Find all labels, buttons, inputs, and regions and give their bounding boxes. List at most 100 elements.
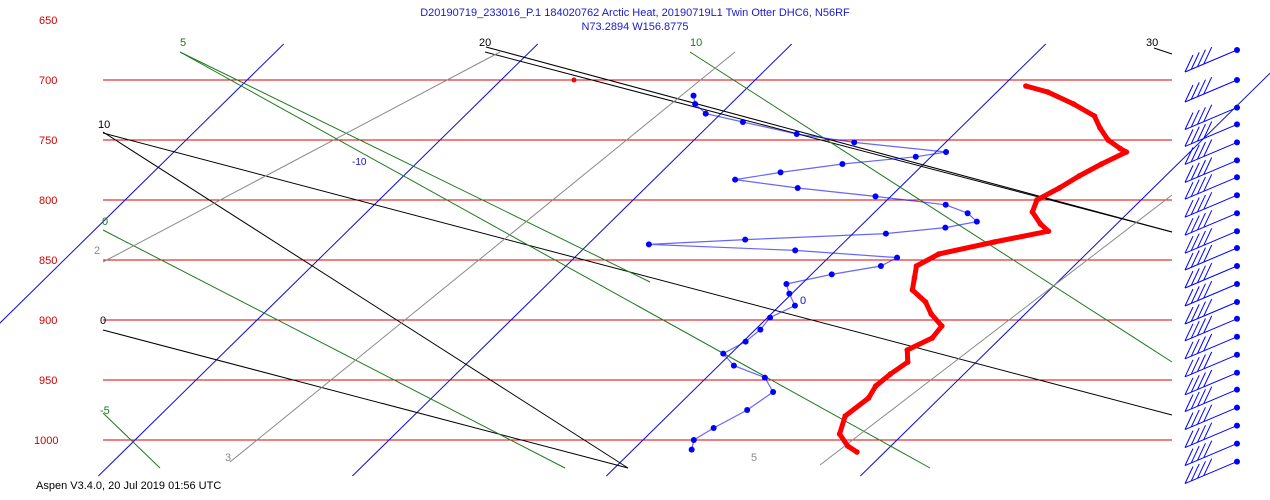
wind-barb-feather xyxy=(1190,215,1200,233)
wind-barb xyxy=(1184,157,1240,183)
temperature-trace xyxy=(571,77,1130,455)
dewpoint-point xyxy=(877,263,884,269)
dewpoint-point xyxy=(783,281,790,287)
wind-barb-feather xyxy=(1197,247,1206,265)
temperature-point xyxy=(872,383,879,389)
dry-adiabat-label-20: 20 xyxy=(479,37,491,49)
wind-barb xyxy=(1184,262,1240,289)
wind-barb-feather xyxy=(1203,404,1213,422)
wind-barb-feather xyxy=(1184,252,1194,271)
temperature-point xyxy=(1045,228,1052,234)
wind-barb-feather xyxy=(1190,109,1200,128)
dewpoint-point xyxy=(851,139,858,146)
temperature-point xyxy=(887,371,894,377)
moist-adiabat-line xyxy=(689,51,1173,363)
dewpoint-point xyxy=(912,153,919,160)
wind-barb xyxy=(1184,422,1240,449)
dewpoint-point xyxy=(720,350,727,357)
temperature-point xyxy=(1070,101,1077,107)
dry-adiabat-line xyxy=(102,131,629,469)
wind-barb-staff xyxy=(1184,141,1238,165)
temperature-point xyxy=(571,77,577,83)
dry-adiabat-label-0: 0 xyxy=(100,315,106,327)
moist-adiabat-label-5: 5 xyxy=(180,37,186,49)
temperature-point xyxy=(1091,113,1098,119)
wind-barb-feather xyxy=(1203,210,1213,228)
dewpoint-point xyxy=(777,169,784,176)
dewpoint-point xyxy=(688,446,695,453)
wind-barb-feather xyxy=(1203,369,1213,388)
temperature-point xyxy=(1076,173,1082,179)
mixing-ratio-label-3: 3 xyxy=(225,452,231,464)
dewpoint-point xyxy=(742,338,749,345)
grid-labels: 650 700 750 800 850 900 950 1000 -10 0 20 30 10 0 5 10 0… xyxy=(34,15,1158,464)
wind-barb-feather xyxy=(1184,341,1194,360)
wind-barb-feather xyxy=(1184,306,1194,325)
dewpoint-point xyxy=(943,149,950,155)
wind-barb-feather xyxy=(1203,228,1213,246)
wind-barb-staff xyxy=(1184,49,1238,73)
dry-adiabat-line xyxy=(485,46,1173,233)
wind-barb-feather xyxy=(1203,386,1213,404)
wind-barb-feather xyxy=(1190,52,1200,70)
wind-barb-feather xyxy=(1184,54,1194,73)
wind-barb-feather xyxy=(1190,268,1200,286)
dewpoint-point xyxy=(690,92,697,99)
wind-barb-feather xyxy=(1197,354,1206,372)
wind-barb-feather xyxy=(1203,422,1213,440)
wind-barb-feather xyxy=(1203,458,1213,476)
wind-barb-feather xyxy=(1190,304,1200,322)
wind-barb-feather xyxy=(1184,235,1194,254)
wind-barb-feather xyxy=(1197,407,1206,425)
dewpoint-point xyxy=(761,374,768,381)
wind-barb-feather xyxy=(1203,46,1213,65)
wind-barb-feather xyxy=(1190,356,1200,375)
pressure-label-750: 750 xyxy=(39,135,57,147)
moist-adiabat-label-10: 10 xyxy=(690,37,702,49)
temperature-point xyxy=(1034,197,1040,203)
wind-barb xyxy=(1184,139,1240,165)
wind-barb-feather xyxy=(1190,250,1200,268)
temperature-point xyxy=(1117,145,1123,152)
dewpoint-point xyxy=(730,362,737,369)
wind-barb-feather xyxy=(1190,463,1200,482)
isotherm-line xyxy=(860,72,1270,477)
wind-barb xyxy=(1184,121,1240,147)
wind-barb-feather xyxy=(1197,176,1206,195)
temperature-point xyxy=(865,395,872,401)
dewpoint-point xyxy=(792,247,799,254)
wind-barb-feather xyxy=(1203,157,1213,175)
temperature-point xyxy=(939,323,945,329)
dry-adiabat-label-30: 30 xyxy=(1146,37,1158,49)
wind-barb-feather xyxy=(1197,123,1206,142)
wind-barb xyxy=(1184,315,1240,342)
wind-barb-feather xyxy=(1197,389,1206,407)
wind-barb-feather xyxy=(1197,318,1206,336)
dewpoint-point xyxy=(645,241,652,248)
wind-barb-feather xyxy=(1184,165,1194,183)
temperature-point xyxy=(928,311,934,317)
wind-barb-feather xyxy=(1197,79,1206,97)
pressure-label-800: 800 xyxy=(39,195,57,207)
dewpoint-point xyxy=(757,326,764,333)
wind-barb-feather xyxy=(1203,351,1213,370)
temperature-point xyxy=(909,287,916,293)
wind-barb-feather xyxy=(1197,212,1206,231)
dewpoint-point xyxy=(692,101,699,107)
wind-barb-feather xyxy=(1190,445,1200,464)
wind-barb-staff xyxy=(1184,159,1238,183)
temperature-point xyxy=(991,239,998,245)
moist-adiabat-line xyxy=(102,412,161,469)
wind-barb-feather xyxy=(1190,162,1200,180)
temperature-point xyxy=(904,347,911,353)
dewpoint-trace xyxy=(645,92,980,453)
wind-barb-feather xyxy=(1184,377,1194,396)
wind-barb-feather xyxy=(1184,359,1194,378)
wind-barb-feather xyxy=(1184,323,1194,342)
dewpoint-point xyxy=(973,218,980,225)
wind-barb-feather xyxy=(1197,443,1206,461)
wind-barb-staff xyxy=(1184,461,1238,485)
wind-barb-feather xyxy=(1203,174,1213,192)
dry-adiabat-line xyxy=(484,51,1173,233)
